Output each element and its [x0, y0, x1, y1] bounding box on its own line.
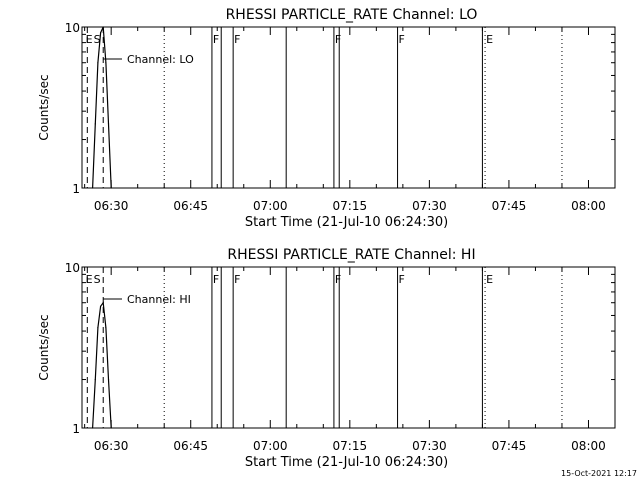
event-flag-label: F — [234, 33, 240, 46]
chart-title: RHESSI PARTICLE_RATE Channel: LO — [226, 7, 478, 23]
legend-label: Channel: HI — [127, 293, 191, 306]
x-tick-label: 07:15 — [333, 199, 368, 213]
panel-2: RHESSI PARTICLE_RATE Channel: HI Counts/s… — [37, 247, 616, 470]
event-flag-label: F — [213, 33, 219, 46]
x-tick-label: 07:15 — [333, 439, 368, 453]
plot-frame — [81, 26, 616, 189]
y-axis-label: Counts/sec — [37, 74, 51, 140]
x-tick-label: 07:30 — [412, 199, 447, 213]
x-axis-label: Start Time (21-Jul-10 06:24:30) — [245, 215, 448, 230]
x-tick-label: 08:00 — [571, 439, 606, 453]
footer-timestamp: 15-Oct-2021 12:17 — [561, 469, 637, 478]
data-point — [107, 123, 110, 125]
event-flag-label: E — [86, 33, 93, 46]
chart-title: RHESSI PARTICLE_RATE Channel: HI — [227, 247, 475, 263]
data-point — [99, 32, 102, 34]
y-tick-label: 10 — [65, 21, 80, 35]
event-flag-label: E — [486, 273, 493, 286]
x-tick-label: 07:45 — [492, 199, 527, 213]
x-tick-label: 06:45 — [173, 439, 208, 453]
event-flag-label: F — [335, 273, 341, 286]
event-flag-label: S — [94, 273, 101, 286]
y-tick-label: 10 — [65, 261, 80, 275]
data-point — [107, 378, 110, 381]
data-point — [94, 378, 96, 381]
panel-1: RHESSI PARTICLE_RATE Channel: LO Counts/s… — [37, 7, 616, 230]
data-point — [97, 327, 99, 329]
x-tick-label: 06:45 — [173, 199, 208, 213]
event-flag-label: E — [86, 273, 93, 286]
plot-frame — [81, 266, 616, 429]
data-point — [105, 62, 107, 64]
data-point — [94, 123, 96, 125]
legend-label: Channel: LO — [127, 53, 194, 66]
event-flag-label: F — [335, 33, 341, 46]
x-tick-label: 07:00 — [253, 439, 288, 453]
y-tick-label: 1 — [72, 182, 80, 196]
event-flag-label: F — [399, 33, 405, 46]
x-tick-label: 07:00 — [253, 199, 288, 213]
x-tick-label: 08:00 — [571, 199, 606, 213]
event-flag-label: F — [234, 273, 240, 286]
event-flag-label: S — [94, 33, 101, 46]
data-point — [99, 305, 102, 307]
x-tick-label: 06:30 — [94, 199, 129, 213]
y-axis-label: Counts/sec — [37, 314, 51, 380]
x-tick-label: 06:30 — [94, 439, 129, 453]
x-tick-label: 07:30 — [412, 439, 447, 453]
x-axis-label: Start Time (21-Jul-10 06:24:30) — [245, 455, 448, 470]
data-point — [102, 302, 104, 304]
series-line — [92, 301, 112, 429]
y-tick-label: 1 — [72, 422, 80, 436]
event-flag-label: E — [486, 33, 493, 46]
data-point — [105, 327, 107, 329]
x-tick-label: 07:45 — [492, 439, 527, 453]
event-flag-label: F — [213, 273, 219, 286]
series-line — [92, 26, 112, 189]
event-flag-label: F — [399, 273, 405, 286]
data-point — [97, 62, 99, 64]
